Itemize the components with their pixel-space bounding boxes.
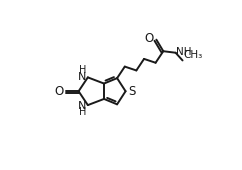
Text: NH: NH xyxy=(176,47,192,57)
Text: CH₃: CH₃ xyxy=(183,50,203,60)
Text: N: N xyxy=(78,72,86,82)
Text: O: O xyxy=(145,32,154,45)
Text: H: H xyxy=(79,65,86,75)
Text: H: H xyxy=(79,107,86,117)
Text: O: O xyxy=(55,85,64,98)
Text: S: S xyxy=(129,85,136,98)
Text: N: N xyxy=(78,101,86,111)
